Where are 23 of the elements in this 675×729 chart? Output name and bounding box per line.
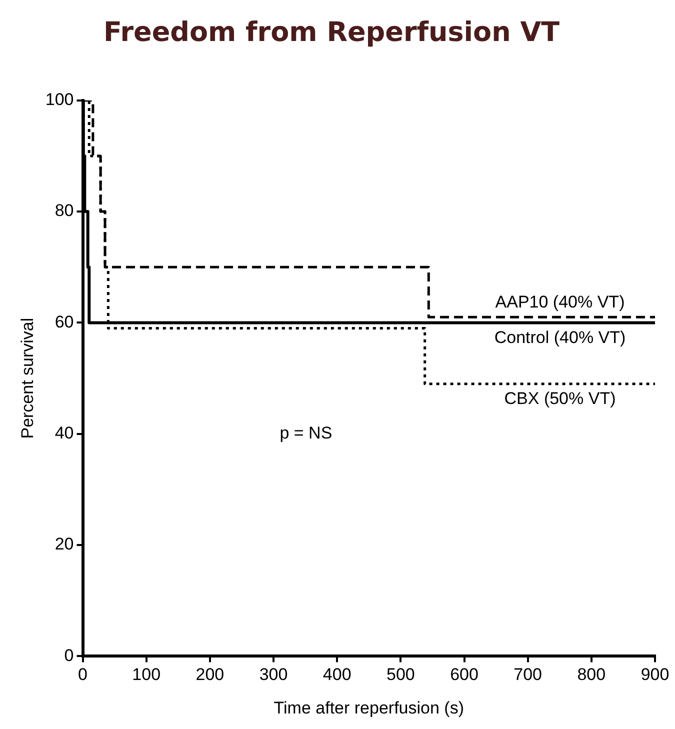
y-tick-label: 80 [54,201,74,220]
x-tick-label: 200 [196,665,224,684]
y-tick-label: 40 [54,424,74,443]
series-label: CBX (50% VT) [504,389,616,408]
x-tick-label: 100 [132,665,161,684]
x-tick-label: 0 [78,665,88,684]
annotation: p = NS [280,424,332,443]
x-tick-label: 900 [640,665,670,684]
x-tick-label: 800 [577,665,606,684]
x-tick-label: 400 [322,665,352,684]
y-axis-title: Percent survival [18,318,37,439]
chart-title: Freedom from Reperfusion VT [103,17,560,48]
y-tick-label: 0 [64,646,74,665]
series-label: Control (40% VT) [494,328,626,347]
x-axis-title: Time after reperfusion (s) [274,698,464,718]
x-tick-label: 600 [450,665,478,684]
x-tick-label: 500 [386,665,415,684]
y-tick-label: 60 [54,312,74,332]
y-tick-label: 20 [54,534,74,554]
x-tick-label: 300 [259,665,288,684]
series-label: AAP10 (40% VT) [495,292,625,312]
x-tick-label: 700 [514,665,542,684]
y-tick-label: 100 [45,90,74,110]
